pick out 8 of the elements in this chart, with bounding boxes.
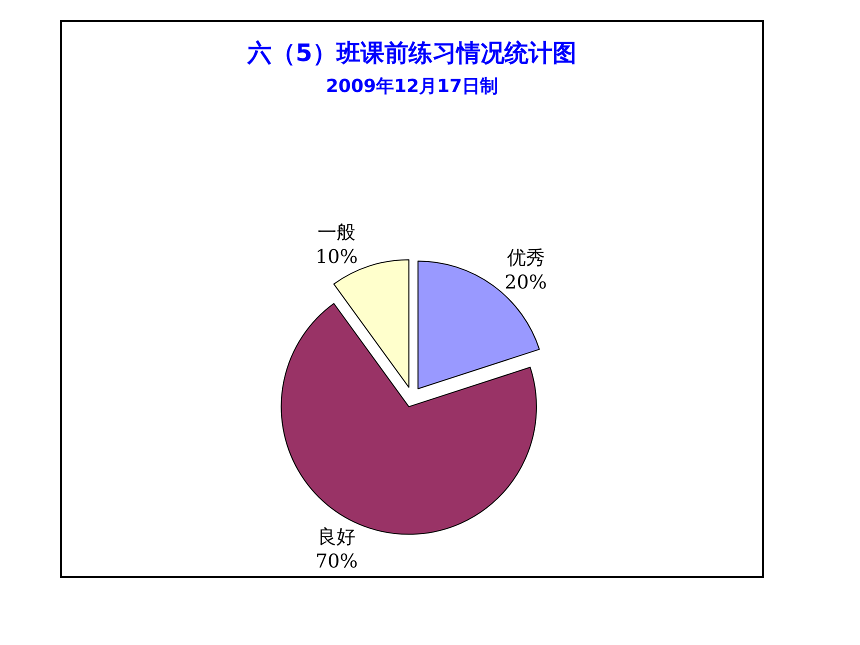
chart-title: 六（5）班课前练习情况统计图: [246, 38, 576, 67]
data-label: 70%: [316, 550, 358, 573]
slice-label: 良好: [318, 526, 356, 548]
data-label: 10%: [316, 246, 358, 268]
data-label: 20%: [504, 272, 547, 294]
slice-label: 一般: [318, 221, 356, 244]
slice-label: 优秀: [506, 246, 545, 269]
chart-subtitle: 2009年12月17日制: [326, 76, 498, 97]
